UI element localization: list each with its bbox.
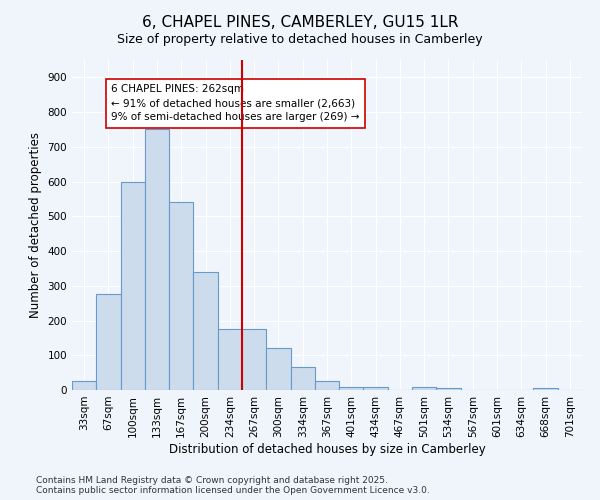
- Y-axis label: Number of detached properties: Number of detached properties: [29, 132, 42, 318]
- Text: 6 CHAPEL PINES: 262sqm
← 91% of detached houses are smaller (2,663)
9% of semi-d: 6 CHAPEL PINES: 262sqm ← 91% of detached…: [111, 84, 359, 122]
- Bar: [242, 329, 266, 390]
- Bar: [290, 368, 315, 390]
- Bar: [315, 382, 339, 390]
- Bar: [169, 202, 193, 390]
- Bar: [364, 386, 388, 390]
- X-axis label: Distribution of detached houses by size in Camberley: Distribution of detached houses by size …: [169, 442, 485, 456]
- Bar: [436, 388, 461, 390]
- Bar: [339, 386, 364, 390]
- Text: Contains HM Land Registry data © Crown copyright and database right 2025.
Contai: Contains HM Land Registry data © Crown c…: [36, 476, 430, 495]
- Bar: [96, 294, 121, 390]
- Bar: [412, 386, 436, 390]
- Bar: [533, 388, 558, 390]
- Bar: [218, 329, 242, 390]
- Bar: [145, 130, 169, 390]
- Bar: [193, 272, 218, 390]
- Text: 6, CHAPEL PINES, CAMBERLEY, GU15 1LR: 6, CHAPEL PINES, CAMBERLEY, GU15 1LR: [142, 15, 458, 30]
- Bar: [72, 382, 96, 390]
- Text: Size of property relative to detached houses in Camberley: Size of property relative to detached ho…: [117, 32, 483, 46]
- Bar: [121, 182, 145, 390]
- Bar: [266, 348, 290, 390]
